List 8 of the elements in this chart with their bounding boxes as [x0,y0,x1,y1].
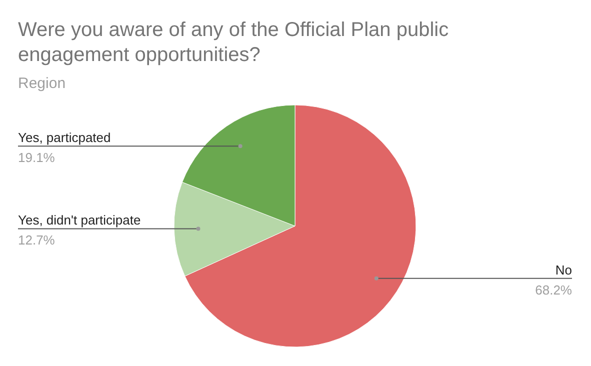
slice-label: Yes, didn't participate [18,212,141,228]
slice-label: No [555,262,572,278]
chart-subtitle: Region [18,75,66,92]
data-label: 12.7% [18,232,56,248]
data-label: 19.1% [18,150,56,166]
data-label: 68.2% [535,282,572,298]
slice-label: Yes, particpated [18,130,111,146]
chart-title: Were you aware of any of the Official Plan public engagement opportunities? [18,19,449,66]
